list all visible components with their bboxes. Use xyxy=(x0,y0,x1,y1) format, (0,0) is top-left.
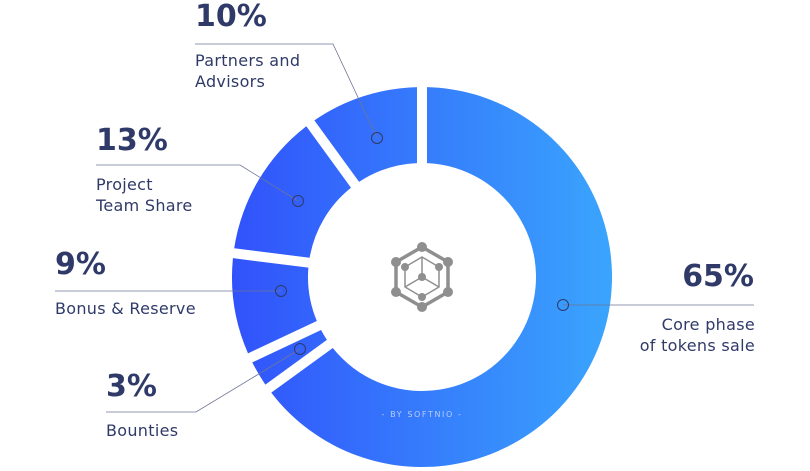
value-label-core-phase: 65% xyxy=(682,259,754,294)
label-line: Advisors xyxy=(195,72,266,91)
slice-bounties xyxy=(252,330,327,385)
slice-core-phase xyxy=(271,87,612,467)
credit-text: - BY SOFTNIO - xyxy=(381,410,463,419)
leader-dot-bounties xyxy=(294,343,306,355)
label-team-share: Project Team Share xyxy=(96,174,193,216)
leader-dot-partners xyxy=(371,132,383,144)
slice-team-share xyxy=(234,126,352,258)
leader-line-bounties xyxy=(106,348,301,413)
label-bonus-reserve: Bonus & Reserve xyxy=(55,299,196,318)
label-line: Project xyxy=(96,175,153,194)
slice-bonus-reserve xyxy=(231,258,317,354)
label-core-phase: Core phase of tokens sale xyxy=(560,314,755,356)
label-partners: Partners and Advisors xyxy=(195,50,300,92)
leader-dot-bonus-reserve xyxy=(275,285,287,297)
label-line: Partners and xyxy=(195,51,301,70)
value-label-bounties: 3% xyxy=(106,369,157,404)
value-label-partners: 10% xyxy=(195,0,267,34)
label-bounties: Bounties xyxy=(106,421,179,440)
hexagon-network-icon xyxy=(391,242,453,312)
value-label-team-share: 13% xyxy=(96,123,168,158)
label-line: of tokens sale xyxy=(639,336,755,355)
leader-line-partners xyxy=(195,43,378,139)
slice-partners xyxy=(314,87,418,182)
value-label-bonus-reserve: 9% xyxy=(55,247,106,282)
label-line: Core phase xyxy=(661,315,755,334)
label-line: Team Share xyxy=(96,196,193,215)
leader-dot-core-phase xyxy=(557,299,569,311)
leader-dot-team-share xyxy=(292,195,304,207)
leader-line-team-share xyxy=(96,164,299,202)
